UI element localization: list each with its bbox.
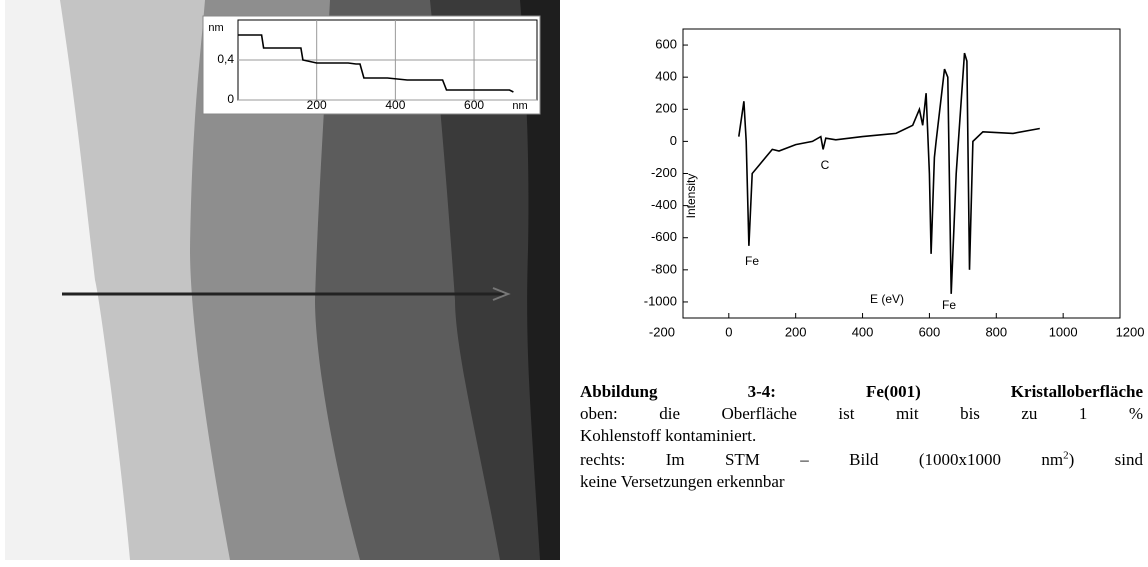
y-axis-label: Intensity (684, 174, 698, 219)
x-tick-label: 0 (725, 324, 732, 339)
stm-terrace (520, 0, 560, 560)
plot-frame (682, 28, 1121, 319)
y-tick-label: -600 (651, 229, 677, 244)
caption-line: rechts: Im STM – Bild (1000x1000 nm2) si… (580, 449, 1143, 471)
x-tick-label: -200 (649, 324, 675, 339)
caption-line: keine Versetzungen erkennbar (580, 472, 785, 491)
stm-image (5, 0, 560, 560)
caption-text: rechts: Im STM – Bild (1000x1000 nm (580, 450, 1064, 469)
caption-title: Abbildung 3-4: Fe(001) Kristalloberfläch… (580, 382, 1143, 401)
annotation: C (821, 158, 830, 172)
y-tick-label: 0 (227, 92, 234, 106)
x-tick-label: 800 (985, 324, 1007, 339)
stm-terrace (430, 0, 560, 560)
caption-line: oben: die Oberfläche ist mit bis zu 1 % (580, 404, 1143, 423)
data-line (238, 34, 514, 93)
x-tick-label: 1000 (1049, 324, 1078, 339)
x-tick-label: 200 (307, 98, 327, 112)
data-line (738, 52, 1040, 294)
y-tick-label: -800 (651, 261, 677, 276)
caption-line: Kohlenstoff kontaminiert. (580, 426, 757, 445)
x-axis-label: E (eV) (870, 292, 904, 306)
x-tick-label: 400 (385, 98, 405, 112)
annotation: Fe (942, 298, 956, 312)
x-tick-label: 1200 (1116, 324, 1145, 339)
y-tick-label: -400 (651, 197, 677, 212)
inset-panel (202, 15, 541, 115)
y-tick-label: 200 (655, 101, 677, 116)
caption-text: ) sind (1068, 450, 1144, 469)
y-axis-label: nm (208, 22, 223, 34)
arrow-head (492, 287, 511, 301)
x-tick-label: 400 (852, 324, 874, 339)
y-tick-label: -1000 (644, 293, 677, 308)
x-tick-label: 600 (464, 98, 484, 112)
y-tick-label: 400 (655, 69, 677, 84)
x-axis-label: nm (512, 100, 527, 112)
caption-superscript: 2 (1063, 449, 1069, 462)
annotation: Fe (745, 254, 759, 268)
y-tick-label: 600 (655, 36, 677, 51)
x-tick-label: 200 (785, 324, 807, 339)
y-tick-label: -200 (651, 165, 677, 180)
x-tick-label: 600 (919, 324, 941, 339)
y-tick-label: 0,4 (217, 52, 234, 66)
y-tick-label: 0 (670, 133, 677, 148)
